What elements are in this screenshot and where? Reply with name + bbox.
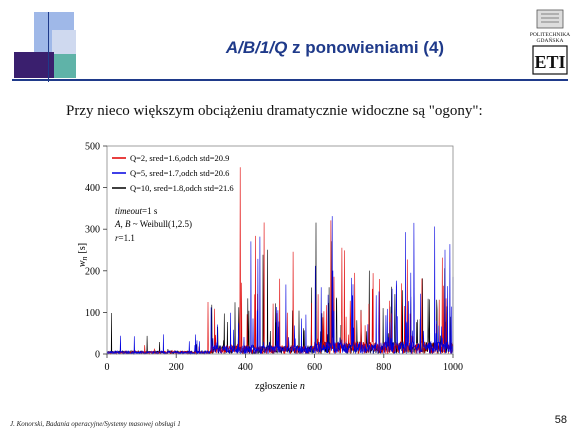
ticks-layer: 0 200 400 600 800 1000 0 100 200 300 400 500 [85, 142, 463, 374]
y-tick-label-0: 0 [95, 350, 100, 361]
y-axis-label-sub: n [80, 256, 89, 260]
y-axis-label-unit: [s] [77, 243, 88, 254]
page-number: 58 [554, 414, 567, 426]
y-tick-label-4: 400 [85, 183, 100, 194]
y-axis-label-var: w [77, 260, 88, 267]
plot-frame [106, 145, 454, 355]
legend-label-q5: Q=5, sred=1.7,odch std=20.6 [130, 168, 229, 178]
annotation-distribution: A, B ~ Weibull(1,2.5) [114, 219, 192, 229]
x-tick-label-3: 600 [307, 362, 322, 373]
series-line-0 [106, 167, 454, 356]
legend: Q=2, sred=1.6,odch std=20.9 Q=5, sred=1.… [112, 153, 234, 193]
y-tick-label-2: 200 [85, 266, 100, 277]
y-tick-label-1: 100 [85, 308, 100, 319]
university-logo-graphic: POLITECHNIKA GDAŃSKA ETI [530, 9, 570, 75]
series-layer [106, 167, 454, 356]
x-axis-label-var: n [300, 381, 305, 392]
y-tick-label-5: 500 [85, 142, 100, 153]
x-tick-label-1: 200 [169, 362, 184, 373]
deco-vertical-line [48, 12, 49, 82]
x-axis-label-text: zgłoszenie [255, 381, 298, 392]
x-axis-label: zgłoszenie n [255, 381, 305, 392]
slide-footer: J. Konorski, Badania operacyjne/Systemy … [10, 420, 181, 428]
annotation-timeout: timeout=1 s [115, 206, 158, 216]
annotation-block: timeout=1 s A, B ~ Weibull(1,2.5) r=1.1 [114, 206, 192, 243]
legend-label-q2: Q=2, sred=1.6,odch std=20.9 [130, 153, 229, 163]
logo-text-1: POLITECHNIKA [530, 32, 570, 38]
series-line-1 [106, 216, 454, 356]
slide-subtitle: Przy nieco większym obciążeniu dramatycz… [66, 103, 483, 119]
annotation-retry-factor: r=1.1 [115, 233, 135, 243]
slide-title-rest: z ponowieniami (4) [287, 38, 445, 57]
x-tick-label-0: 0 [105, 362, 110, 373]
x-tick-label-5: 1000 [443, 362, 463, 373]
logo-mark: ETI [534, 52, 565, 72]
y-axis-label: wn [s] [77, 243, 89, 267]
deco-square-purple [14, 52, 54, 78]
logo-text-2: GDAŃSKA [537, 36, 564, 44]
x-tick-label-4: 800 [376, 362, 391, 373]
slide-title-model: A/B/1/Q [225, 38, 288, 57]
university-logo: POLITECHNIKA GDAŃSKA ETI [527, 8, 573, 76]
y-tick-label-3: 300 [85, 225, 100, 236]
deco-square-teal [54, 54, 76, 78]
legend-label-q10: Q=10, sred=1.8,odch std=21.6 [130, 183, 234, 193]
slide-title: A/B/1/Q z ponowieniami (4) [150, 38, 520, 58]
x-tick-label-2: 400 [238, 362, 253, 373]
title-divider [12, 79, 568, 81]
